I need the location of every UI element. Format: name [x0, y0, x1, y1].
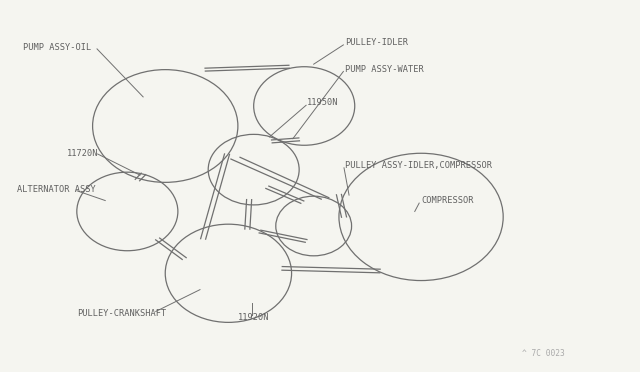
- Text: PULLEY-IDLER: PULLEY-IDLER: [345, 38, 408, 47]
- Text: 11920N: 11920N: [238, 313, 269, 322]
- Text: ALTERNATOR ASSY: ALTERNATOR ASSY: [17, 185, 95, 194]
- Text: PULLEY ASSY-IDLER,COMPRESSOR: PULLEY ASSY-IDLER,COMPRESSOR: [345, 161, 492, 170]
- Text: COMPRESSOR: COMPRESSOR: [421, 196, 474, 205]
- Text: 11950N: 11950N: [307, 98, 339, 107]
- Text: PUMP ASSY-WATER: PUMP ASSY-WATER: [345, 65, 424, 74]
- Text: PULLEY-CRANKSHAFT: PULLEY-CRANKSHAFT: [77, 309, 166, 318]
- Text: PUMP ASSY-OIL: PUMP ASSY-OIL: [23, 43, 92, 52]
- Text: 11720N: 11720N: [67, 149, 99, 158]
- Text: ^ 7C 0023: ^ 7C 0023: [522, 349, 565, 358]
